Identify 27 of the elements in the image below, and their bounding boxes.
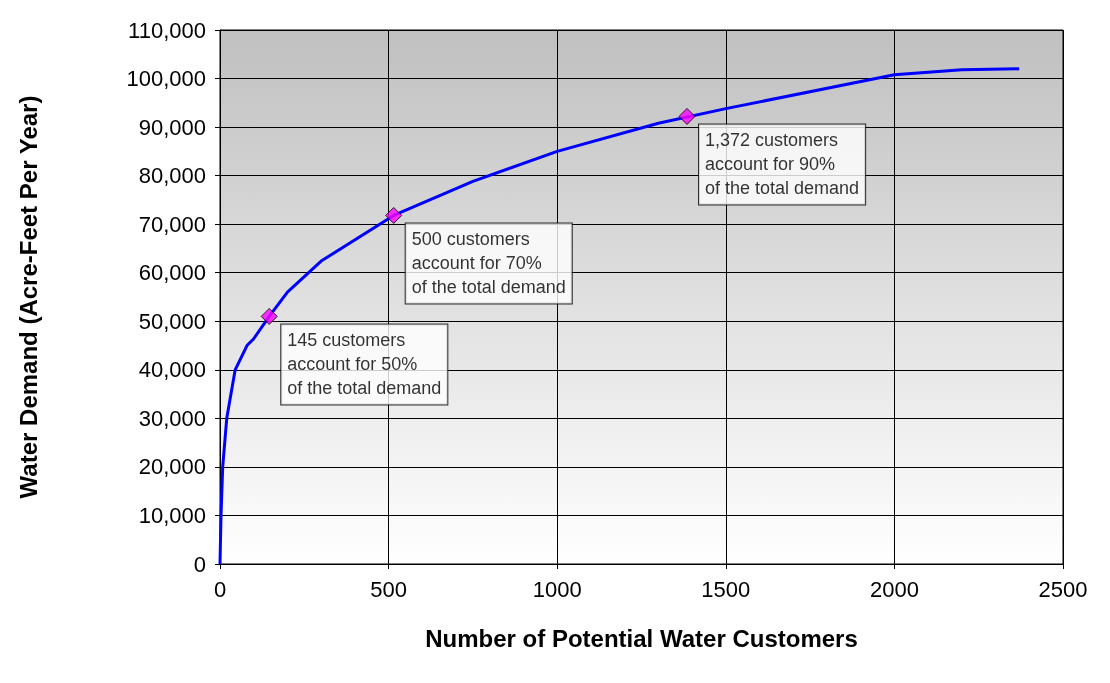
point	[678, 107, 696, 125]
y-tick-label: 110,000	[128, 17, 206, 43]
y-tick-label: 30,000	[138, 405, 206, 431]
y-axis-title: Water Demand (Acre-Feet Per Year)	[14, 95, 42, 499]
x-tick-label: 0	[213, 576, 227, 602]
y-tick-label: 80,000	[138, 163, 206, 189]
y-tick-label: 0	[193, 551, 206, 577]
y-tick-label: 90,000	[138, 114, 206, 140]
y-tick-label: 10,000	[138, 502, 206, 528]
annotation: 1,372 customers account for 90% of the total demand	[705, 130, 860, 199]
x-tick-label: 1000	[532, 576, 582, 602]
y-tick-label: 40,000	[138, 357, 206, 383]
x-tick-label: 2000	[869, 576, 919, 602]
annotation: 145 customers account for 50% of the total demand	[287, 330, 442, 399]
x-axis-title: Number of Potential Water Customers	[425, 624, 858, 652]
point	[385, 206, 403, 224]
annotation: 500 customers account for 70% of the total demand	[411, 229, 566, 298]
y-tick-label: 70,000	[138, 211, 206, 237]
point	[260, 307, 278, 325]
x-tick-label: 500	[370, 576, 407, 602]
x-tick-label: 2500	[1038, 576, 1088, 602]
y-tick-label: 50,000	[138, 308, 206, 334]
line-series	[218, 67, 1021, 566]
y-tick-label: 20,000	[138, 454, 206, 480]
x-tick-label: 1500	[701, 576, 751, 602]
y-tick-label: 100,000	[126, 66, 206, 92]
y-tick-label: 60,000	[138, 260, 206, 286]
